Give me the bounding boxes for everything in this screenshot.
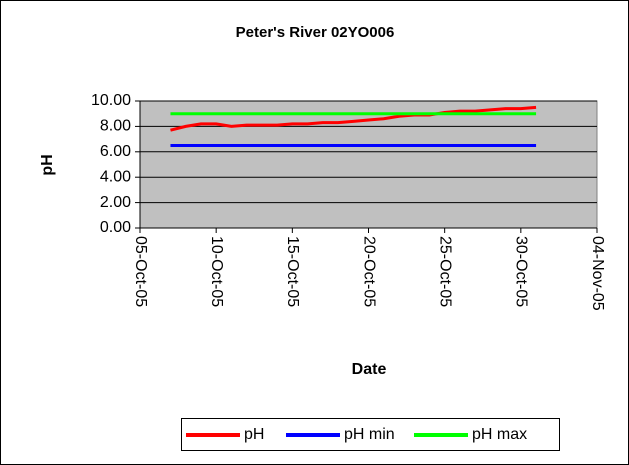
legend-label: pH (244, 426, 264, 443)
legend-label: pH max (472, 426, 527, 443)
x-tick-label: 05-Oct-05 (132, 236, 149, 307)
x-tick-label: 10-Oct-05 (208, 236, 225, 307)
plot-area (139, 100, 598, 229)
series-line (170, 105, 537, 132)
x-tick-label: 15-Oct-05 (284, 236, 301, 307)
x-tick-label: 30-Oct-05 (513, 236, 530, 307)
y-axis-label: pH (39, 154, 56, 175)
legend-box (181, 418, 560, 451)
x-tick-label: 04-Nov-05 (589, 236, 606, 311)
x-axis-label: Date (352, 361, 387, 378)
y-tick-label: 2.00 (100, 194, 131, 211)
legend-label: pH min (344, 426, 395, 443)
y-tick-label: 10.00 (91, 92, 131, 109)
y-tick-label: 8.00 (100, 118, 131, 135)
x-tick-label: 25-Oct-05 (436, 236, 453, 307)
y-tick-label: 4.00 (100, 168, 131, 185)
chart-title: Peter's River 02YO006 (236, 24, 395, 41)
y-tick-label: 6.00 (100, 143, 131, 160)
y-tick-label: 0.00 (100, 219, 131, 236)
x-tick-label: 20-Oct-05 (360, 236, 377, 307)
